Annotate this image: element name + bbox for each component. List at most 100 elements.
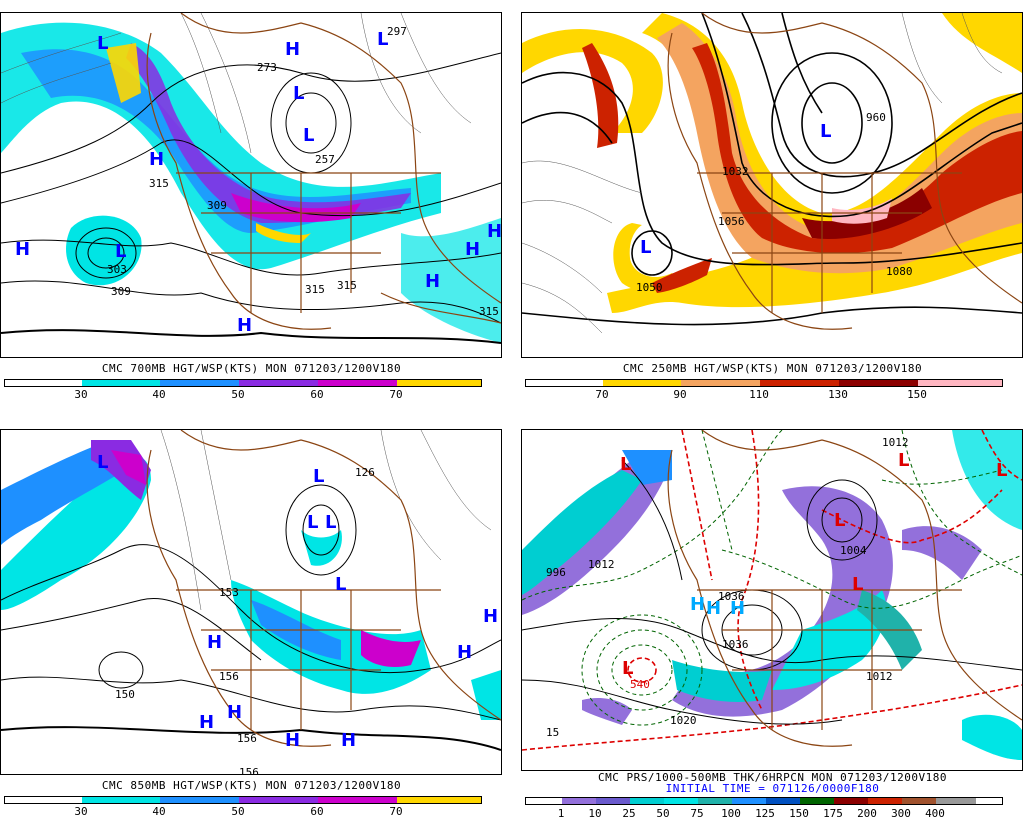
- pressure-center-label: L: [996, 460, 1008, 481]
- contour-value-label: 15: [546, 726, 560, 739]
- legend-swatch: [800, 798, 834, 804]
- pressure-center-label: H: [730, 598, 746, 619]
- legend-swatch: [681, 380, 760, 386]
- contour-value-label: 1056: [718, 215, 745, 228]
- legend-tick-label: 70: [389, 388, 403, 401]
- contour-value-label: 1032: [722, 165, 749, 178]
- legend-swatch: [397, 380, 481, 386]
- color-legend: [4, 379, 482, 387]
- contour-value-label: 297: [387, 25, 407, 38]
- panel-prs-thk-pcn: L L H H H L L L L 1012 996 1036 1020 540…: [521, 429, 1024, 820]
- legend-tick-label: 175: [823, 807, 843, 820]
- legend-tick-label: 10: [588, 807, 602, 820]
- pressure-center-label: H: [690, 594, 706, 615]
- legend-swatch: [526, 798, 562, 804]
- legend-swatch: [732, 798, 766, 804]
- contour-value-label: 1012: [882, 436, 909, 449]
- contour-value-label: 1036: [718, 590, 745, 603]
- legend-swatch: [5, 380, 82, 386]
- legend-tick-label: 70: [595, 388, 609, 401]
- legend-swatch: [397, 797, 481, 803]
- contour-value-label: 156: [219, 670, 239, 683]
- contour-value-label: 315: [305, 283, 325, 296]
- contour-value-label: 996: [546, 566, 566, 579]
- legend-swatch: [562, 798, 596, 804]
- legend-swatch: [834, 798, 868, 804]
- legend-swatch: [664, 798, 698, 804]
- legend-swatch: [868, 798, 902, 804]
- pressure-center-label: H: [341, 730, 357, 751]
- contour-value-label: 126: [355, 466, 375, 479]
- pressure-center-label: L: [834, 510, 846, 531]
- legend-tick-label: 1: [557, 807, 565, 820]
- legend-tick-label: 90: [673, 388, 687, 401]
- pressure-center-label: L: [325, 512, 337, 533]
- pressure-center-label: L: [335, 574, 347, 595]
- legend-swatch: [760, 380, 839, 386]
- pressure-center-label: H: [285, 730, 301, 751]
- panel-850mb: L L L L H H H H H H H L 150 156 156 156 …: [0, 429, 503, 819]
- map-prs-thk-pcn-canvas: [522, 430, 1022, 770]
- legend-swatch: [936, 798, 976, 804]
- contour-value-label: 303: [107, 263, 127, 276]
- pressure-center-label: L: [377, 29, 389, 50]
- legend-tick-label: 100: [721, 807, 741, 820]
- legend-swatch: [239, 797, 318, 803]
- pressure-center-label: H: [15, 239, 31, 260]
- pressure-center-label: H: [487, 221, 502, 242]
- panel-caption: CMC 850MB HGT/WSP(KTS) MON 071203/1200V1…: [101, 779, 402, 792]
- legend-tick-label: 150: [789, 807, 809, 820]
- legend-swatch: [82, 380, 160, 386]
- legend-swatch: [603, 380, 681, 386]
- legend-swatch: [82, 797, 160, 803]
- map-prs-thk-pcn: L L H H H L L L L 1012 996 1036 1020 540…: [521, 429, 1023, 771]
- legend-ticks: 1 10 25 50 75 100 125 150 175 200 300 40…: [521, 807, 1024, 820]
- legend-swatch: [596, 798, 630, 804]
- legend-tick-label: 70: [389, 805, 403, 818]
- contour-value-label: 1012: [588, 558, 615, 571]
- pressure-center-label: L: [820, 121, 832, 142]
- map-850mb-canvas: [1, 430, 501, 774]
- contour-value-label: 309: [207, 199, 227, 212]
- legend-swatch: [839, 380, 918, 386]
- panel-250mb: L L 1032 1056 1080 1050 960 CMC 250MB HG…: [521, 12, 1024, 402]
- legend-tick-label: 150: [907, 388, 927, 401]
- pressure-center-label: L: [622, 658, 634, 679]
- map-700mb-canvas: [1, 13, 501, 357]
- legend-tick-label: 125: [755, 807, 775, 820]
- pressure-center-label: H: [237, 315, 253, 336]
- legend-tick-label: 40: [152, 805, 166, 818]
- pressure-center-label: H: [199, 712, 215, 733]
- contour-value-label: 315: [149, 177, 169, 190]
- legend-swatch: [160, 797, 239, 803]
- legend-tick-label: 400: [925, 807, 945, 820]
- legend-swatch: [630, 798, 664, 804]
- pressure-center-label: H: [149, 149, 165, 170]
- map-250mb-canvas: [522, 13, 1022, 357]
- pressure-center-label: L: [898, 450, 910, 471]
- contour-value-label: 156: [239, 766, 259, 775]
- legend-swatch: [766, 798, 800, 804]
- legend-swatch: [5, 797, 82, 803]
- pressure-center-label: L: [97, 452, 109, 473]
- contour-value-label: 1050: [636, 281, 663, 294]
- legend-tick-label: 60: [310, 388, 324, 401]
- map-700mb: L H L H L L H H H H L H 315 303 309 309 …: [0, 12, 502, 358]
- pressure-center-label: L: [852, 574, 864, 595]
- legend-tick-label: 50: [231, 388, 245, 401]
- map-850mb: L L L L H H H H H H H L 150 156 156 156 …: [0, 429, 502, 775]
- panel-caption: CMC PRS/1000-500MB THK/6HRPCN MON 071203…: [597, 771, 947, 784]
- legend-swatch: [160, 380, 239, 386]
- legend-tick-label: 110: [749, 388, 769, 401]
- contour-value-label: 1020: [670, 714, 697, 727]
- legend-swatch: [698, 798, 732, 804]
- contour-value-label: 1012: [866, 670, 893, 683]
- pressure-center-label: H: [483, 606, 499, 627]
- legend-swatch: [318, 797, 397, 803]
- legend-tick-label: 130: [828, 388, 848, 401]
- legend-swatch: [918, 380, 1002, 386]
- legend-tick-label: 50: [656, 807, 670, 820]
- contour-value-label: 1036: [722, 638, 749, 651]
- legend-tick-label: 50: [231, 805, 245, 818]
- panel-caption: CMC 250MB HGT/WSP(KTS) MON 071203/1200V1…: [622, 362, 923, 375]
